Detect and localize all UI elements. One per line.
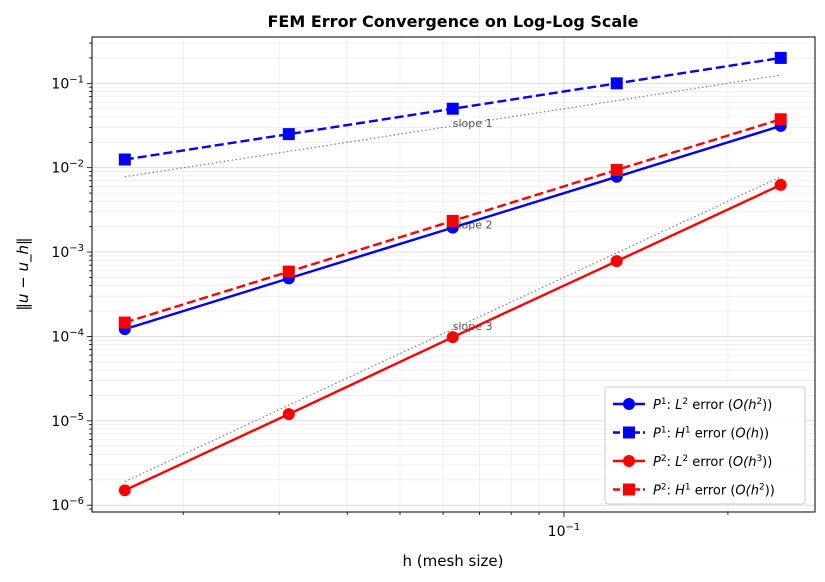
plot-frame: [91, 36, 816, 513]
axes: 10−1 10−6 10−5 10−4 10−3 10−2 10−1: [51, 36, 816, 540]
data-point: [118, 484, 131, 497]
series-group: [118, 51, 787, 497]
chart-title: FEM Error Convergence on Log-Log Scale: [268, 12, 639, 31]
y-axis-label: ‖u − u_h‖: [14, 237, 33, 310]
data-point: [118, 316, 131, 329]
legend-entry: P2: H1 error (O(h2)): [653, 483, 775, 499]
data-point: [118, 153, 131, 166]
y-tick-label: 10−1: [51, 74, 84, 92]
reference-line-label: slope 1: [453, 117, 493, 130]
data-point: [610, 255, 623, 268]
data-point: [282, 128, 295, 141]
y-tick-label: 10−4: [51, 327, 84, 345]
legend-entry: P2: L2 error (O(h3)): [653, 454, 772, 470]
data-point: [610, 163, 623, 176]
legend-marker: [623, 455, 635, 467]
y-tick-label: 10−2: [51, 159, 84, 177]
legend-marker: [623, 398, 635, 410]
legend: P1: L2 error (O(h2)) P1: H1 error (O(h)) P…: [604, 386, 806, 505]
data-point: [610, 77, 623, 90]
data-point: [282, 265, 295, 278]
series: [118, 178, 787, 497]
legend-entry: P1: H1 error (O(h)): [653, 426, 769, 442]
legend-marker: [623, 483, 635, 496]
data-point: [446, 331, 459, 344]
data-point: [446, 214, 459, 227]
legend-entry: P1: L2 error (O(h2)): [653, 397, 772, 413]
reference-line: [124, 74, 781, 178]
y-tick-label: 10−6: [51, 496, 84, 514]
series: [118, 113, 787, 329]
data-point: [774, 178, 787, 191]
data-point: [282, 408, 295, 421]
x-axis-label: h (mesh size): [403, 552, 504, 570]
data-point: [774, 113, 787, 126]
reference-line: [124, 176, 781, 483]
reference-line-label: slope 2: [453, 219, 493, 232]
data-point: [774, 51, 787, 64]
legend-box: [604, 386, 806, 505]
y-tick-label: 10−5: [51, 412, 84, 430]
x-tick-label: 10−1: [548, 522, 581, 540]
legend-marker: [623, 426, 635, 439]
y-tick-label: 10−3: [51, 243, 84, 261]
data-point: [446, 102, 459, 115]
series: [118, 51, 787, 166]
